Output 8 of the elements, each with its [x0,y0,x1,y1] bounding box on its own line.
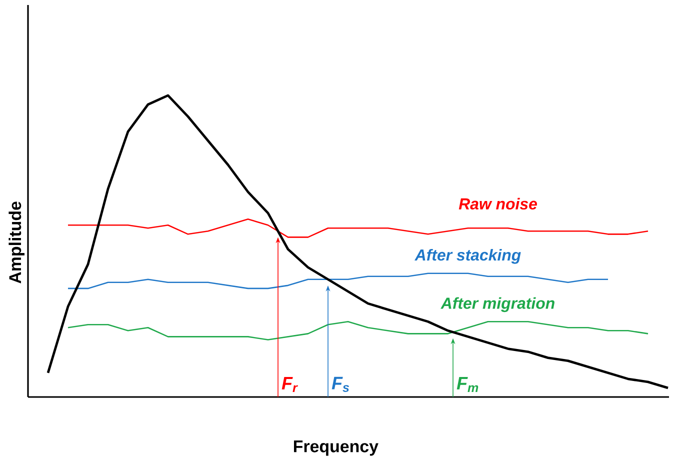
y-axis-title: Amplitude [8,202,24,284]
series-label: After migration [440,297,554,312]
series-label: Raw noise [458,198,537,210]
series-label: After stacking [414,248,521,264]
annotation: F$_{m}$ [456,377,478,392]
x-axis-title: Frequency [294,440,378,456]
annotation: F$_{s}$ [332,376,350,392]
annotation: F$_{r}$ [282,377,298,392]
